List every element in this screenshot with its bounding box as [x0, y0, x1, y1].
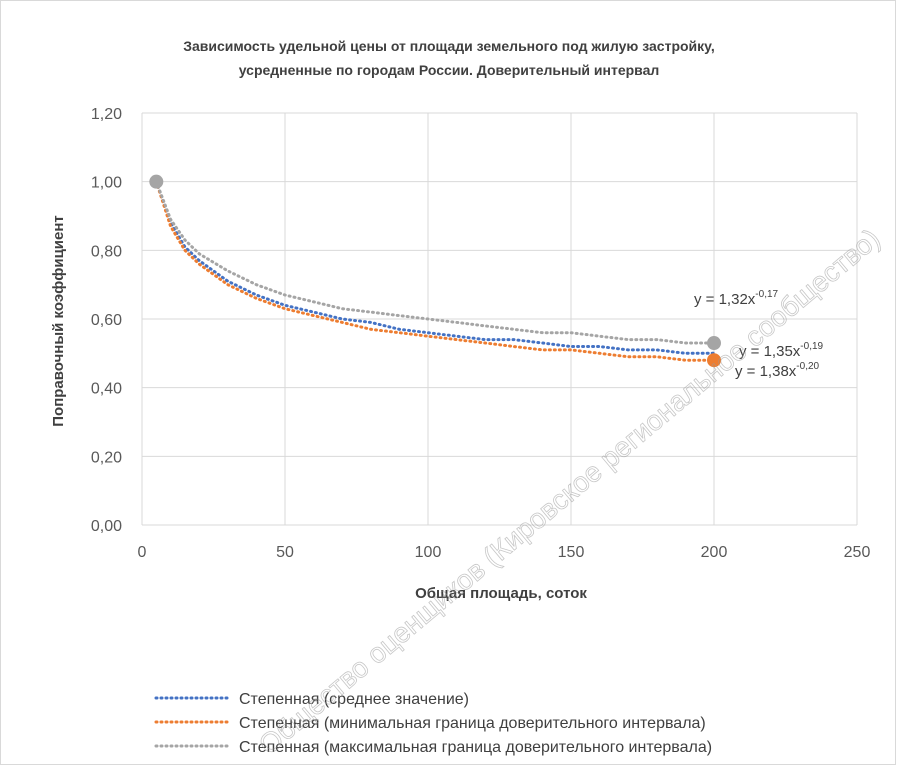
legend: Степенная (среднее значение) Степенная (м…: [154, 691, 712, 756]
trend-equation-3: y = 1,32x-0,17: [694, 289, 779, 308]
trend-equation-2: y = 1,38x-0,20: [735, 361, 820, 380]
x-axis-title: Общая площадь, соток: [415, 585, 587, 602]
chart-title: Зависимость удельной цены от площади зем…: [183, 38, 715, 78]
y-tick-label: 1,00: [91, 175, 122, 192]
series-line-1: [154, 180, 716, 355]
x-tick-label: 250: [844, 544, 871, 561]
watermark-text: Общество оценщиков (Кировское региональн…: [253, 223, 886, 761]
y-tick-label: 0,40: [91, 381, 122, 398]
gridlines: [141, 112, 858, 526]
series-lines: [154, 180, 716, 362]
data-marker-1: [149, 174, 164, 189]
x-tick-labels: 0 50 100 150 200 250: [138, 544, 871, 561]
data-marker-3: [707, 353, 721, 368]
data-markers: [149, 174, 721, 368]
series-line-2: [154, 180, 716, 362]
y-tick-label: 1,20: [91, 106, 122, 123]
legend-label-2: Степенная (минимальная граница доверител…: [239, 715, 706, 732]
x-tick-label: 200: [701, 544, 728, 561]
x-tick-label: 0: [138, 544, 147, 561]
watermark: Общество оценщиков (Кировское региональн…: [253, 222, 887, 761]
x-tick-label: 150: [558, 544, 585, 561]
x-tick-label: 50: [276, 544, 294, 561]
series-line-3: [154, 180, 716, 345]
chart-title-line-1: Зависимость удельной цены от площади зем…: [183, 38, 715, 54]
trend-equations: y = 1,35x-0,19y = 1,38x-0,20 y = 1,32x-0,…: [694, 289, 824, 380]
trend-equation-1: y = 1,35x-0,19: [739, 341, 824, 360]
chart-title-line-2: усредненные по городам России. Доверител…: [239, 62, 660, 78]
legend-label-3: Степенная (максимальная граница доверите…: [239, 739, 712, 756]
y-tick-label: 0,20: [91, 449, 122, 466]
data-marker-2: [707, 336, 721, 351]
y-tick-label: 0,60: [91, 312, 122, 329]
y-tick-label: 0,80: [91, 243, 122, 260]
legend-label-1: Степенная (среднее значение): [239, 691, 469, 708]
x-tick-label: 100: [415, 544, 442, 561]
y-axis-title: Поправочный коэффициент: [50, 215, 67, 427]
y-tick-label: 0,00: [91, 518, 122, 535]
y-tick-labels: 0,00 0,20 0,40 0,60 0,80 1,00 1,20: [91, 106, 122, 535]
